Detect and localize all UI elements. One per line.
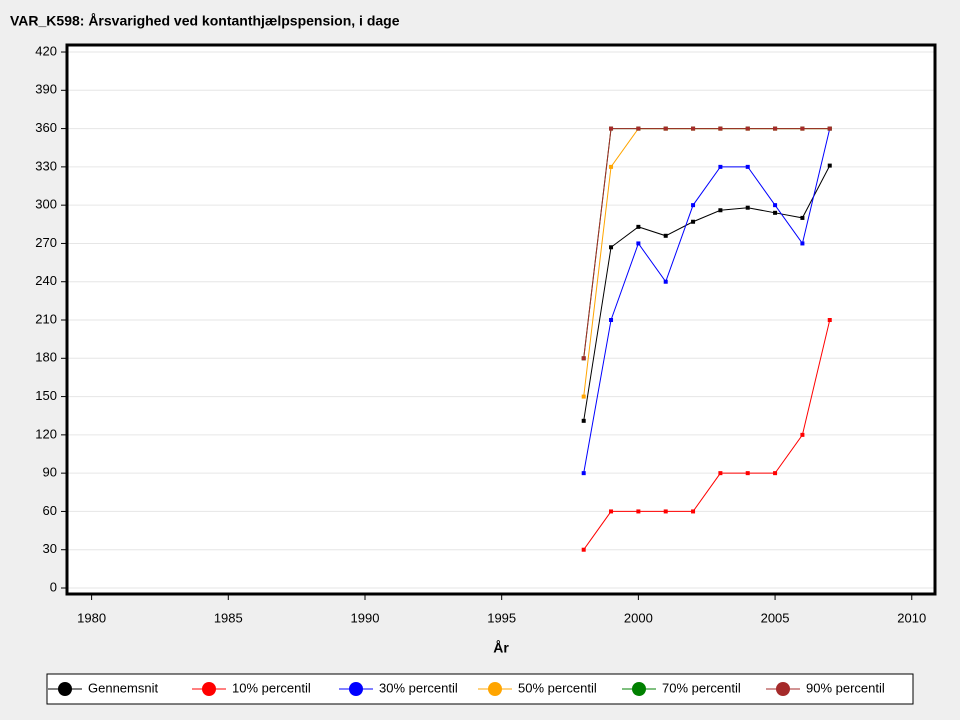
- point: [773, 203, 778, 208]
- legend-label: Gennemsnit: [88, 680, 158, 695]
- point: [773, 210, 778, 215]
- point: [800, 241, 805, 246]
- x-tick-label: 2000: [624, 610, 653, 625]
- legend-marker: [202, 682, 216, 696]
- y-tick-label: 300: [35, 197, 57, 212]
- point: [800, 432, 805, 437]
- y-tick-label: 30: [43, 541, 57, 556]
- x-tick-label: 1980: [77, 610, 106, 625]
- series-line: [583, 319, 831, 551]
- plot-area: [67, 45, 935, 594]
- y-tick-label: 90: [43, 465, 57, 480]
- point: [663, 233, 668, 238]
- point: [691, 219, 696, 224]
- legend-marker: [776, 682, 790, 696]
- y-tick-label: 240: [35, 273, 57, 288]
- point: [745, 126, 750, 131]
- point: [609, 318, 614, 323]
- point: [800, 215, 805, 220]
- point: [636, 241, 641, 246]
- point: [663, 126, 668, 131]
- point: [691, 203, 696, 208]
- legend-marker: [488, 682, 502, 696]
- chart-title: VAR_K598: Årsvarighed ved kontanthjælpsp…: [10, 13, 400, 29]
- point: [827, 163, 832, 168]
- point: [636, 126, 641, 131]
- point: [718, 164, 723, 169]
- point: [581, 418, 586, 423]
- point: [581, 394, 586, 399]
- series-line: [583, 128, 830, 359]
- y-tick-label: 150: [35, 388, 57, 403]
- plot-frame: [65, 43, 937, 596]
- point: [581, 471, 586, 476]
- point: [663, 279, 668, 284]
- x-tick-label: 1985: [214, 610, 243, 625]
- x-tick-label: 1995: [487, 610, 516, 625]
- point: [827, 318, 832, 323]
- series-line: [583, 165, 831, 421]
- x-tick-label: 2010: [897, 610, 926, 625]
- y-tick-label: 60: [43, 503, 57, 518]
- y-tick-label: 0: [50, 579, 57, 594]
- y-tick-label: 360: [35, 120, 57, 135]
- legend-label: 30% percentil: [379, 680, 458, 695]
- point: [745, 471, 750, 476]
- legend-marker: [632, 682, 646, 696]
- y-tick-label: 420: [35, 43, 57, 58]
- point: [609, 126, 614, 131]
- point: [663, 509, 668, 514]
- point: [745, 205, 750, 210]
- y-tick-label: 330: [35, 158, 57, 173]
- point: [800, 126, 805, 131]
- x-tick-label: 1990: [351, 610, 380, 625]
- legend-label: 50% percentil: [518, 680, 597, 695]
- point: [691, 126, 696, 131]
- y-tick-label: 180: [35, 350, 57, 365]
- x-tick-label: 2005: [761, 610, 790, 625]
- point: [718, 208, 723, 213]
- point: [636, 224, 641, 229]
- point: [609, 509, 614, 514]
- point: [773, 126, 778, 131]
- legend-marker: [58, 682, 72, 696]
- legend-marker: [349, 682, 363, 696]
- y-tick-label: 390: [35, 82, 57, 97]
- point: [636, 509, 641, 514]
- y-tick-label: 210: [35, 311, 57, 326]
- point: [718, 126, 723, 131]
- point: [745, 164, 750, 169]
- point: [581, 547, 586, 552]
- point: [691, 509, 696, 514]
- legend-label: 90% percentil: [806, 680, 885, 695]
- x-axis-title: År: [493, 640, 509, 656]
- point: [609, 245, 614, 250]
- y-tick-label: 270: [35, 235, 57, 250]
- point: [773, 471, 778, 476]
- point: [609, 164, 614, 169]
- point: [827, 126, 832, 131]
- legend-label: 10% percentil: [232, 680, 311, 695]
- y-tick-label: 120: [35, 426, 57, 441]
- series-line: [583, 128, 831, 474]
- legend-label: 70% percentil: [662, 680, 741, 695]
- point: [581, 356, 586, 361]
- point: [718, 471, 723, 476]
